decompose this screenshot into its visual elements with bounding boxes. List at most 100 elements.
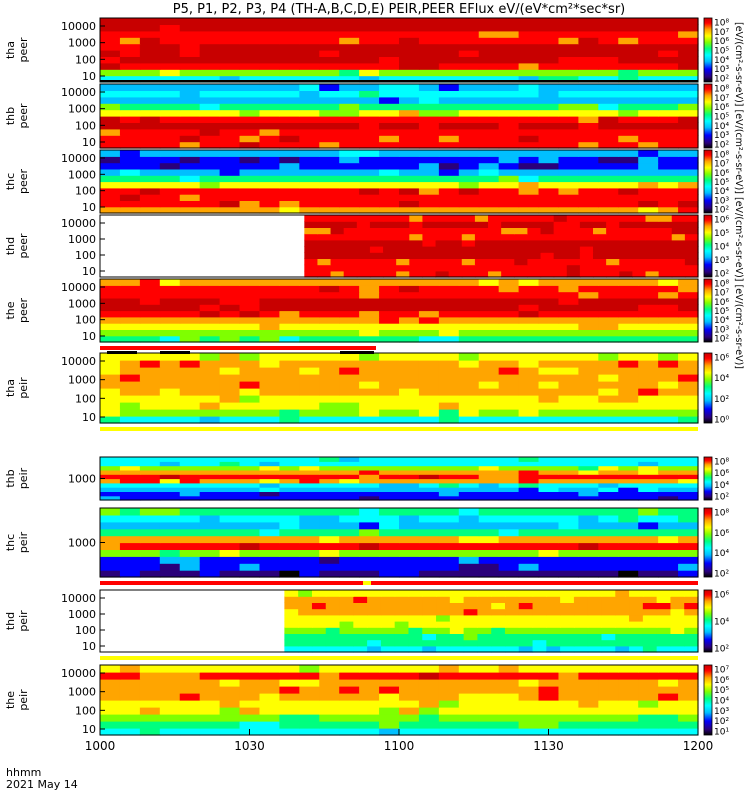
heatmap-cell bbox=[463, 627, 479, 634]
heatmap-cell bbox=[353, 596, 368, 603]
heatmap-cell bbox=[678, 693, 699, 701]
heatmap-cell bbox=[658, 388, 679, 396]
heatmap-cell bbox=[399, 128, 420, 136]
heatmap-cell bbox=[396, 233, 410, 241]
heatmap-cell bbox=[325, 590, 341, 597]
heatmap-cell bbox=[514, 246, 528, 253]
heatmap-cell bbox=[179, 495, 201, 501]
heatmap-cell bbox=[379, 416, 400, 424]
heatmap-cell bbox=[119, 200, 141, 208]
heatmap-cell bbox=[418, 30, 440, 38]
heatmap-cell bbox=[219, 335, 241, 343]
heatmap-cell bbox=[199, 395, 221, 403]
heatmap-cell bbox=[474, 233, 489, 241]
heatmap-cell bbox=[179, 329, 201, 337]
heatmap-cell bbox=[179, 291, 201, 299]
heatmap-cell bbox=[299, 329, 320, 337]
heatmap-cell bbox=[219, 665, 241, 673]
heatmap-cell bbox=[100, 465, 121, 471]
heatmap-cell bbox=[598, 367, 619, 375]
heatmap-cell bbox=[678, 194, 699, 201]
heatmap-cell bbox=[618, 150, 639, 157]
heatmap-cell bbox=[558, 465, 579, 471]
heatmap-cell bbox=[159, 103, 181, 111]
heatmap-cell bbox=[498, 395, 520, 403]
heatmap-cell bbox=[239, 563, 261, 571]
heatmap-cell bbox=[678, 30, 699, 38]
heatmap-cell bbox=[299, 469, 320, 475]
heatmap-cell bbox=[239, 304, 261, 312]
heatmap-cell bbox=[119, 103, 141, 111]
heatmap-cell bbox=[119, 206, 141, 214]
heatmap-cell bbox=[199, 549, 221, 557]
heatmap-cell bbox=[638, 409, 659, 417]
heatmap-cell bbox=[642, 621, 658, 628]
heatmap-cell bbox=[199, 181, 221, 189]
heatmap-cell bbox=[418, 679, 440, 687]
heatmap-cell bbox=[458, 62, 480, 70]
heatmap-cell bbox=[379, 714, 400, 722]
heatmap-cell bbox=[598, 360, 619, 368]
heatmap-cell bbox=[615, 590, 630, 597]
heatmap-cell bbox=[179, 491, 201, 497]
heatmap-cell bbox=[317, 264, 332, 272]
heatmap-cell bbox=[325, 639, 341, 647]
heatmap-cell bbox=[418, 491, 440, 497]
heatmap-cell bbox=[498, 291, 520, 299]
status-bar bbox=[160, 351, 190, 354]
heatmap-cell bbox=[678, 374, 699, 382]
heatmap-cell bbox=[618, 672, 639, 680]
heatmap-cell bbox=[458, 416, 480, 424]
y-tick-label: 10 bbox=[82, 201, 96, 214]
heatmap-cell bbox=[139, 116, 161, 123]
heatmap-cell bbox=[259, 96, 280, 104]
heatmap-cell bbox=[558, 122, 579, 130]
heatmap-cell bbox=[458, 116, 480, 123]
y-tick-label: 100 bbox=[75, 249, 96, 262]
heatmap-cell bbox=[399, 508, 420, 516]
heatmap-cell bbox=[478, 707, 500, 715]
panel-frame bbox=[99, 149, 699, 214]
heatmap-cell bbox=[199, 714, 221, 722]
heatmap-cell bbox=[478, 335, 500, 343]
heatmap-cell bbox=[593, 252, 607, 259]
heatmap-cell bbox=[598, 90, 619, 98]
heatmap-cell bbox=[299, 291, 320, 299]
heatmap-cell bbox=[518, 416, 540, 424]
heatmap-cell bbox=[100, 122, 121, 130]
heatmap-cell bbox=[491, 602, 506, 610]
heatmap-cell bbox=[399, 416, 420, 424]
heatmap-cell bbox=[658, 416, 679, 424]
heatmap-cell bbox=[418, 388, 440, 396]
heatmap-cell bbox=[219, 194, 241, 201]
heatmap-cell bbox=[658, 310, 679, 318]
heatmap-cell bbox=[538, 141, 560, 149]
heatmap-cell bbox=[498, 103, 520, 111]
heatmap-cell bbox=[478, 187, 500, 195]
heatmap-cell bbox=[618, 395, 639, 403]
heatmap-cell bbox=[319, 514, 340, 523]
heatmap-cell bbox=[422, 614, 437, 622]
heatmap-cell bbox=[380, 608, 396, 616]
heatmap-cell bbox=[461, 258, 476, 266]
heatmap-cell bbox=[598, 728, 619, 736]
heatmap-cell bbox=[299, 542, 320, 550]
heatmap-cell bbox=[540, 252, 555, 259]
heatmap-cell bbox=[598, 461, 619, 467]
heatmap-cell bbox=[339, 728, 360, 736]
heatmap-cell bbox=[532, 596, 547, 603]
heatmap-cell bbox=[498, 563, 520, 571]
heatmap-cell bbox=[618, 535, 639, 544]
heatmap-cell bbox=[458, 478, 480, 484]
heatmap-cell bbox=[139, 200, 161, 208]
heatmap-cell bbox=[518, 206, 540, 214]
heatmap-cell bbox=[179, 335, 201, 343]
heatmap-cell bbox=[578, 18, 599, 25]
heatmap-cell bbox=[199, 187, 221, 195]
heatmap-cell bbox=[498, 62, 520, 70]
colorbar bbox=[703, 214, 713, 278]
heatmap-cell bbox=[638, 686, 659, 694]
heatmap-cell bbox=[658, 116, 679, 123]
